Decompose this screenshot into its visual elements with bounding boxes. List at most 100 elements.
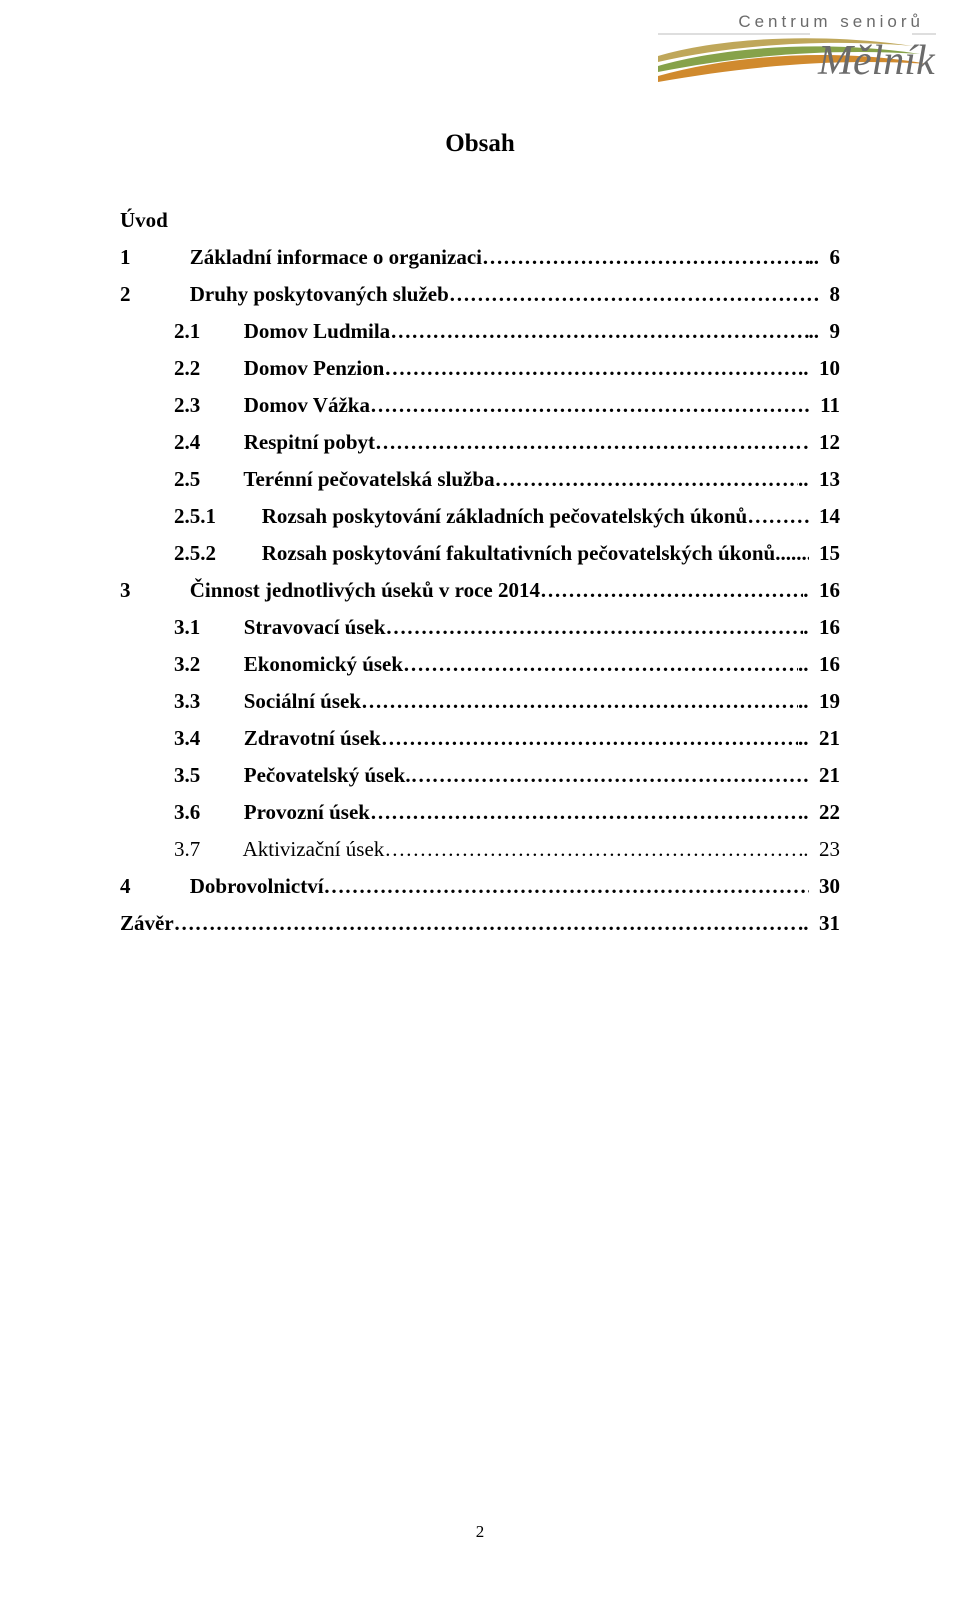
toc-row: 3.5 Pečovatelský úsek. 21	[120, 765, 840, 786]
toc-page: .. 6	[809, 247, 841, 268]
toc-label: Úvod	[120, 210, 168, 231]
toc-page: 14	[809, 506, 841, 527]
toc-label: Ekonomický úsek	[228, 654, 403, 675]
toc-label: Rozsah poskytování fakultativních pečova…	[246, 543, 775, 564]
page-title: Obsah	[120, 130, 840, 158]
toc-leader	[482, 247, 809, 268]
toc-page: 30	[809, 876, 841, 897]
toc-row: 2.4 Respitní pobyt . 12	[120, 432, 840, 453]
toc-leader	[775, 543, 808, 564]
toc-page: . 22	[803, 802, 840, 823]
toc-row: 3.6 Provozní úsek . 22	[120, 802, 840, 823]
toc-row: 2.5.2 Rozsah poskytování fakultativních …	[120, 543, 840, 564]
toc-label: Základní informace o organizaci	[174, 247, 482, 268]
page-number: 2	[0, 1522, 960, 1542]
toc-label: Respitní pobyt	[228, 432, 375, 453]
toc-leader	[747, 506, 808, 527]
toc-leader	[361, 691, 798, 712]
toc-row: Úvod	[120, 210, 840, 231]
logo-top-text: Centrum seniorů	[658, 12, 936, 32]
toc-page: .. 31	[798, 913, 840, 934]
toc-page: . 16	[803, 617, 840, 638]
toc-number: 1	[120, 247, 174, 268]
toc-leader	[375, 432, 803, 453]
toc-number: 2.1	[174, 321, 228, 342]
toc-page: . 16	[803, 580, 840, 601]
toc-row: 3.1 Stravovací úsek . 16	[120, 617, 840, 638]
toc-number: 2.5.1	[174, 506, 246, 527]
toc-leader	[174, 913, 798, 934]
toc-row: 3.4 Zdravotní úsek .. 21	[120, 728, 840, 749]
toc-number: 3.7	[174, 839, 228, 860]
toc-row: 2.5.1 Rozsah poskytování základních pečo…	[120, 506, 840, 527]
toc-number: 2.2	[174, 358, 228, 379]
toc-label: Činnost jednotlivých úseků v roce 2014	[174, 580, 540, 601]
toc-leader	[386, 617, 804, 638]
toc-label: Rozsah poskytování základních pečovatels…	[246, 506, 747, 527]
toc-leader	[403, 654, 798, 675]
toc-label: Domov Vážka	[228, 395, 370, 416]
toc-page: .. 16	[798, 654, 840, 675]
toc-label: Zdravotní úsek	[228, 728, 381, 749]
toc-page: . 12	[803, 432, 840, 453]
toc-number: 3.5	[174, 765, 228, 786]
toc-label: Sociální úsek	[228, 691, 361, 712]
toc-row: Závěr .. 31	[120, 913, 840, 934]
logo: Centrum seniorů Mělník	[658, 12, 936, 100]
toc-row: 2.2 Domov Penzion .. 10	[120, 358, 840, 379]
toc-leader	[324, 876, 809, 897]
toc-label: Závěr	[120, 913, 174, 934]
toc-label: Stravovací úsek	[228, 617, 386, 638]
toc-number: 2.5	[174, 469, 228, 490]
toc-row: 2.5 Terénní pečovatelská služba .. 13	[120, 469, 840, 490]
toc-row: 3.2 Ekonomický úsek .. 16	[120, 654, 840, 675]
toc-label: Domov Ludmila	[228, 321, 390, 342]
toc-number: 3	[120, 580, 174, 601]
toc-number: 3.3	[174, 691, 228, 712]
toc-label: Dobrovolnictví	[174, 876, 324, 897]
toc-row: 2.3 Domov Vážka . 11	[120, 395, 840, 416]
toc-number: 2.5.2	[174, 543, 246, 564]
toc-number: 3.6	[174, 802, 228, 823]
toc-page: .. 9	[809, 321, 841, 342]
toc-leader	[390, 321, 808, 342]
table-of-contents: Úvod 1 Základní informace o organizaci .. …	[120, 210, 840, 934]
toc-leader	[384, 839, 803, 860]
toc-number: 2.3	[174, 395, 228, 416]
page: Centrum seniorů Mělník Obsah Úvod 1 Zákla…	[0, 0, 960, 1606]
toc-number: 3.1	[174, 617, 228, 638]
toc-page: .. 10	[798, 358, 840, 379]
toc-label: Terénní pečovatelská služba	[228, 469, 495, 490]
toc-label: Provozní úsek	[228, 802, 370, 823]
toc-number: 2	[120, 284, 174, 305]
toc-number: 3.4	[174, 728, 228, 749]
toc-leader	[384, 358, 798, 379]
toc-page: . 11	[804, 395, 840, 416]
toc-number: 2.4	[174, 432, 228, 453]
toc-leader	[381, 728, 798, 749]
toc-row: 3 Činnost jednotlivých úseků v roce 2014…	[120, 580, 840, 601]
toc-page: .. 13	[798, 469, 840, 490]
toc-page: . 23	[803, 839, 840, 860]
toc-leader	[370, 802, 803, 823]
toc-leader	[449, 284, 819, 305]
logo-graphic: Mělník	[658, 32, 936, 94]
toc-number: 3.2	[174, 654, 228, 675]
toc-page: 8	[819, 284, 840, 305]
toc-label: Domov Penzion	[228, 358, 384, 379]
logo-brand-text: Mělník	[817, 38, 936, 84]
toc-page: 15	[809, 543, 841, 564]
toc-page: . 21	[803, 765, 840, 786]
toc-row: 3.7 Aktivizační úsek . 23	[120, 839, 840, 860]
toc-row: 1 Základní informace o organizaci .. 6	[120, 247, 840, 268]
toc-leader	[405, 765, 803, 786]
toc-number: 4	[120, 876, 174, 897]
toc-page: .. 19	[798, 691, 840, 712]
toc-row: 4 Dobrovolnictví 30	[120, 876, 840, 897]
toc-label: Aktivizační úsek	[228, 839, 384, 860]
toc-leader	[540, 580, 803, 601]
toc-page: .. 21	[798, 728, 840, 749]
toc-row: 2 Druhy poskytovaných služeb 8	[120, 284, 840, 305]
toc-label: Druhy poskytovaných služeb	[174, 284, 449, 305]
toc-row: 3.3 Sociální úsek .. 19	[120, 691, 840, 712]
